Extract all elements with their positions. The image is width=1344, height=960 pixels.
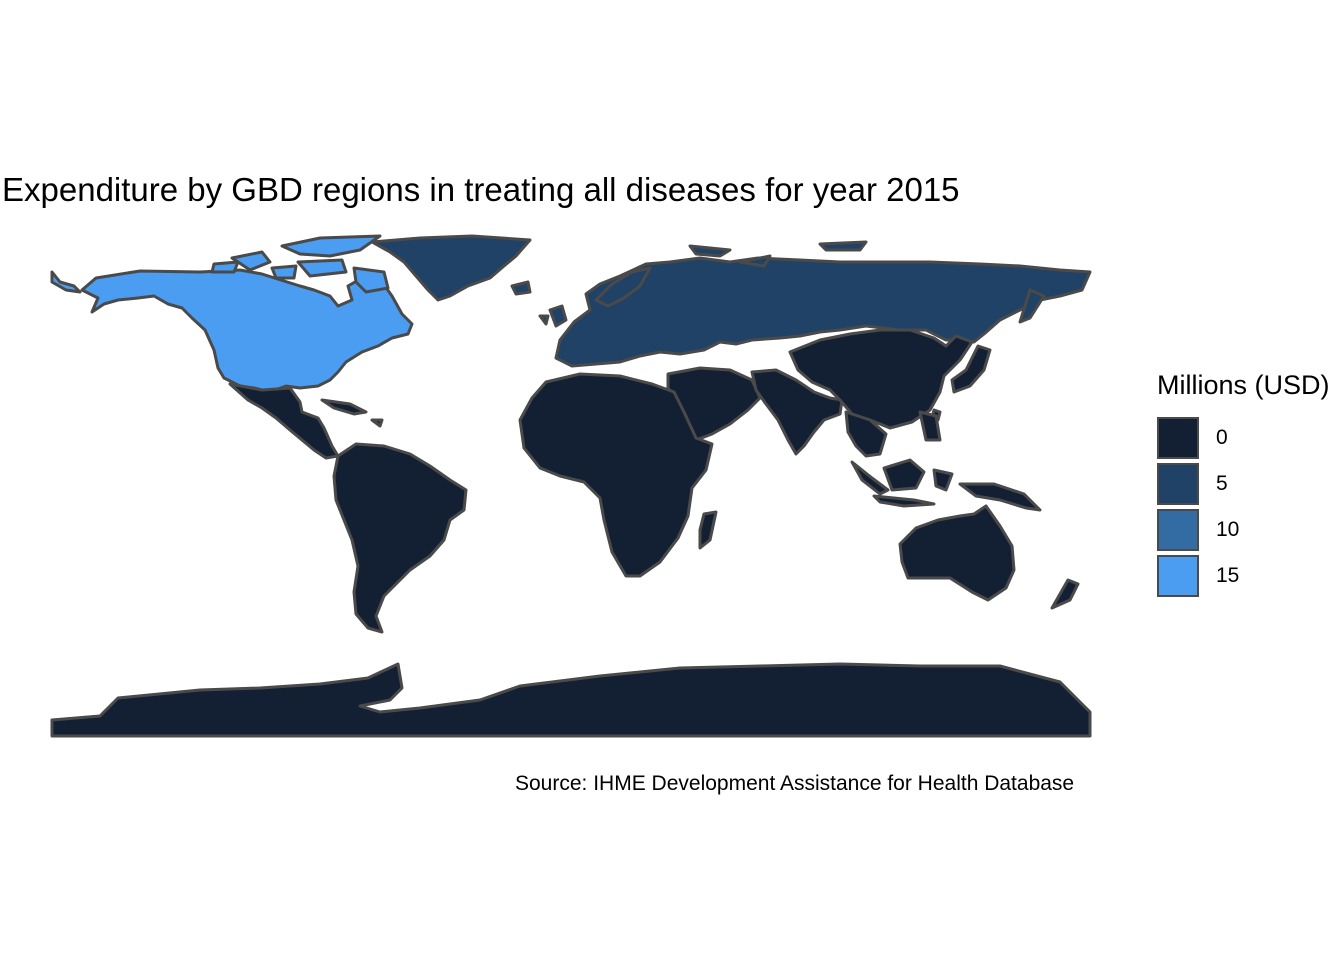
africa-shape: [518, 372, 714, 578]
kamchatka-shape: [1018, 288, 1046, 324]
world-map: [50, 234, 1092, 738]
south-asia-shape: [750, 368, 844, 456]
region-latin-america: [228, 382, 468, 634]
legend-label-15: 15: [1216, 564, 1240, 587]
new-zealand-shape: [1050, 578, 1080, 610]
region-oceania: [898, 504, 1080, 610]
region-east-asia: [788, 328, 992, 430]
region-north-america: [50, 234, 414, 394]
greenland-shape: [370, 234, 532, 302]
malay-archipelago-shape: [850, 410, 954, 508]
alaska-islands: [50, 270, 82, 294]
legend: Millions (USD) 0 5 10 15: [1157, 370, 1330, 599]
legend-swatch-15: [1157, 555, 1199, 597]
caribbean-islands: [320, 398, 384, 428]
map-title: Expenditure by GBD regions in treating a…: [2, 171, 960, 208]
madagascar-shape: [698, 510, 718, 550]
legend-key-10: 10: [1157, 507, 1330, 553]
scandinavia-shape: [594, 266, 652, 308]
canadian-arctic-islands: [210, 234, 390, 294]
region-greenland: [370, 234, 532, 302]
south-america-shape: [332, 442, 468, 634]
legend-swatch-0: [1157, 417, 1199, 459]
region-antarctica: [50, 662, 1092, 738]
region-southeast-asia: [844, 410, 1042, 512]
japan-shape: [950, 344, 992, 394]
iceland-shape: [510, 280, 532, 296]
antarctica-shape: [50, 662, 1092, 738]
region-africa: [518, 372, 718, 578]
central-america-shape: [228, 382, 340, 460]
region-south-asia: [750, 368, 844, 456]
legend-key-5: 5: [1157, 461, 1330, 507]
legend-swatch-5: [1157, 463, 1199, 505]
legend-label-5: 5: [1216, 472, 1228, 495]
legend-key-0: 0: [1157, 415, 1330, 461]
legend-title: Millions (USD): [1157, 370, 1330, 400]
legend-keys: 0 5 10 15: [1157, 415, 1330, 599]
indochina-shape: [844, 410, 888, 458]
east-asia-shape: [788, 328, 974, 430]
legend-label-10: 10: [1216, 518, 1240, 541]
legend-label-0: 0: [1216, 426, 1228, 449]
arctic-russia-islands: [688, 240, 868, 268]
source-caption: Source: IHME Development Assistance for …: [515, 772, 1075, 795]
legend-swatch-10: [1157, 509, 1199, 551]
australia-shape: [898, 504, 1016, 602]
legend-key-15: 15: [1157, 553, 1330, 599]
new-guinea-shape: [958, 482, 1042, 512]
north-america-shape: [80, 268, 414, 394]
uk-ireland-shape: [538, 304, 568, 328]
